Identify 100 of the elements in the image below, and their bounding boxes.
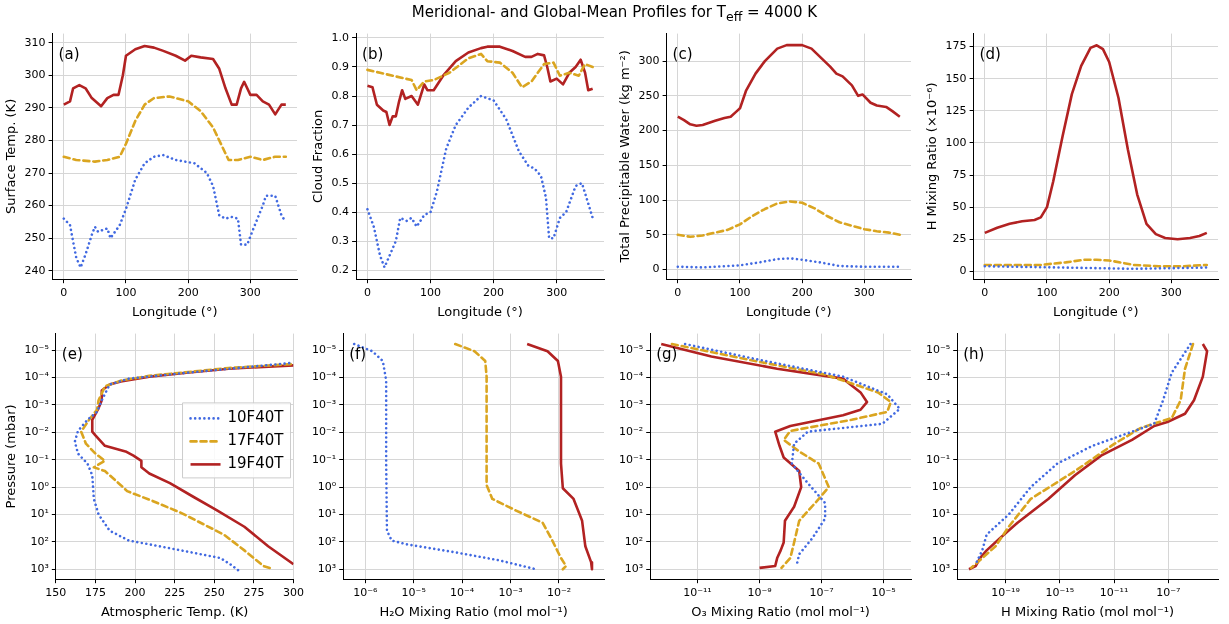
- y-tick-label: 0.5: [331, 175, 350, 189]
- x-tick-label: 150: [45, 585, 67, 599]
- y-tick-label: 0.9: [331, 59, 350, 73]
- y-tick-label: 10¹: [931, 507, 951, 521]
- x-tick-label: 100: [420, 285, 442, 299]
- x-axis-title: Longitude (°): [437, 303, 523, 319]
- y-tick-label: 150: [638, 158, 660, 172]
- annotation: (a): [58, 44, 80, 63]
- y-tick-label: 10⁰: [317, 479, 337, 493]
- y-axis-title: Surface Temp. (K): [3, 98, 19, 215]
- y-tick-label: 10⁻³: [925, 397, 951, 411]
- y-tick-label: 0: [652, 262, 660, 276]
- x-tick-label: 275: [243, 585, 265, 599]
- y-axis-title: H Mixing Ratio (×10⁻⁶): [924, 82, 940, 231]
- x-tick-label: 10⁻⁹: [747, 585, 772, 599]
- y-tick-label: 290: [24, 100, 46, 114]
- y-tick-label: 25: [952, 232, 967, 246]
- y-tick-label: 10³: [624, 562, 644, 576]
- x-tick-label: 300: [546, 285, 568, 299]
- line-series: [676, 200, 902, 239]
- x-axis-title: Longitude (°): [746, 303, 832, 319]
- x-tick-label: 0: [674, 285, 682, 299]
- legend-label: 19F40T: [227, 454, 285, 473]
- y-tick-label: 10⁻²: [24, 425, 49, 439]
- y-tick-label: 250: [638, 88, 660, 102]
- x-tick-label: 175: [84, 585, 106, 599]
- y-tick-label: 0.8: [331, 88, 350, 102]
- annotation: (e): [61, 344, 83, 363]
- y-tick-label: 0.4: [331, 205, 350, 218]
- y-tick-label: 280: [24, 133, 46, 147]
- x-tick-label: 10⁻⁷: [1156, 585, 1181, 599]
- y-tick-label: 10⁻²: [618, 425, 644, 439]
- chart-title: Meridional- and Global-Mean Profiles for T$_{eff}$ = 4000 K: [410, 2, 819, 24]
- x-tick-label: 10⁻³: [498, 585, 523, 599]
- annotation: (h): [963, 344, 985, 363]
- y-tick-label: 310: [24, 35, 46, 49]
- x-tick-label: 100: [1036, 285, 1058, 299]
- y-tick-label: 75: [952, 167, 967, 181]
- x-tick-label: 250: [203, 585, 225, 599]
- y-tick-label: 10⁻¹: [311, 452, 337, 466]
- y-tick-label: 0: [959, 264, 967, 278]
- y-tick-label: 250: [24, 231, 46, 245]
- y-tick-label: 10⁰: [931, 479, 951, 493]
- y-tick-label: 10³: [317, 562, 337, 576]
- y-tick-label: 10²: [931, 534, 951, 548]
- y-tick-label: 10⁻³: [24, 397, 49, 411]
- y-tick-label: 10⁰: [624, 479, 644, 493]
- x-axis-title: H Mixing Ratio (mol mol⁻¹): [1001, 603, 1175, 619]
- x-tick-label: 200: [1098, 285, 1120, 299]
- x-tick-label: 300: [1160, 285, 1182, 299]
- y-tick-label: 10⁻⁴: [925, 370, 951, 384]
- x-tick-label: 10⁻¹¹: [1099, 585, 1129, 599]
- annotation: (b): [362, 44, 384, 63]
- y-tick-label: 10⁻¹: [925, 452, 951, 466]
- y-axis-title: Cloud Fraction: [310, 109, 326, 203]
- legend-label: 17F40T: [227, 431, 285, 450]
- x-tick-label: 200: [791, 285, 813, 299]
- line-series: [62, 95, 288, 163]
- x-tick-label: 0: [981, 285, 989, 299]
- y-tick-label: 10⁰: [30, 479, 50, 493]
- y-tick-label: 175: [945, 39, 967, 53]
- x-tick-label: 200: [124, 585, 146, 599]
- x-tick-label: 10⁻⁴: [450, 585, 475, 599]
- x-tick-label: 300: [239, 285, 261, 299]
- line-series: [676, 257, 902, 269]
- y-tick-label: 10²: [30, 534, 49, 548]
- x-tick-label: 200: [177, 285, 199, 299]
- y-tick-label: 125: [945, 103, 967, 117]
- x-tick-label: 10⁻¹¹: [683, 585, 712, 599]
- y-axis-title: Pressure (mbar): [3, 404, 19, 509]
- x-axis-title: Atmospheric Temp. (K): [100, 603, 249, 619]
- x-tick-label: 300: [853, 285, 875, 299]
- y-tick-label: 10⁻⁵: [925, 342, 951, 356]
- y-tick-label: 10²: [624, 534, 644, 548]
- x-tick-label: 10⁻¹⁵: [1045, 585, 1075, 599]
- y-tick-label: 10⁻⁵: [24, 342, 49, 356]
- x-axis-title: O₃ Mixing Ratio (mol mol⁻¹): [691, 603, 870, 619]
- y-tick-label: 10⁻¹: [24, 452, 49, 466]
- y-tick-label: 10⁻²: [311, 425, 337, 439]
- line-series: [62, 153, 288, 269]
- y-tick-label: 300: [638, 53, 660, 67]
- x-tick-label: 0: [60, 285, 68, 299]
- y-tick-label: 10¹: [30, 507, 49, 521]
- x-tick-label: 10⁻²: [546, 585, 572, 599]
- line-series: [366, 94, 594, 269]
- x-tick-label: 100: [115, 285, 137, 299]
- x-tick-label: 225: [164, 585, 186, 599]
- y-tick-label: 240: [24, 263, 46, 277]
- x-axis-title: Longitude (°): [132, 303, 218, 319]
- y-tick-label: 10⁻³: [311, 397, 337, 411]
- y-tick-label: 0.2: [331, 263, 350, 277]
- y-tick-label: 1.0: [331, 30, 350, 44]
- y-tick-label: 10³: [931, 562, 951, 576]
- y-tick-label: 10⁻³: [618, 397, 644, 411]
- y-tick-label: 100: [638, 192, 660, 206]
- x-tick-label: 100: [729, 285, 751, 299]
- annotation: (f): [349, 344, 367, 363]
- y-tick-label: 0.6: [331, 146, 350, 160]
- y-tick-label: 150: [945, 71, 967, 85]
- y-tick-label: 10³: [30, 562, 49, 576]
